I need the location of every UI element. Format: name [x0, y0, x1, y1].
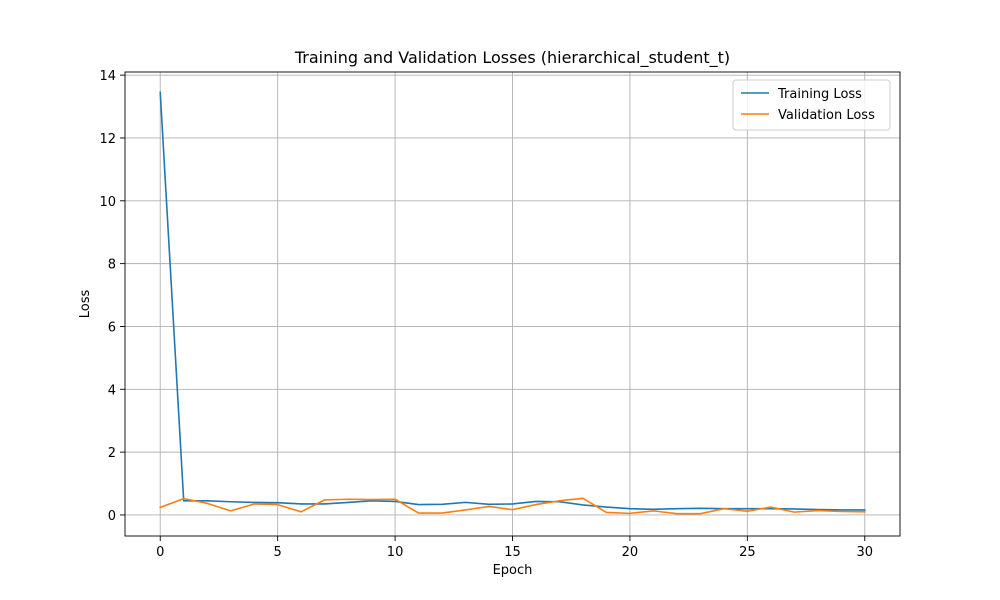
y-axis-ticks: 0 2 4 6 8 10 12 14: [99, 69, 125, 524]
x-axis-label: Epoch: [493, 563, 533, 578]
chart-title: Training and Validation Losses (hierarch…: [294, 48, 730, 68]
x-tick-label-25: 25: [739, 545, 756, 560]
legend-label-training-loss: Training Loss: [777, 87, 862, 102]
grid: [125, 72, 900, 536]
x-tick-label-0: 0: [156, 545, 164, 560]
series-validation-loss: [159, 497, 866, 515]
x-tick-label-5: 5: [274, 545, 282, 560]
legend-label-validation-loss: Validation Loss: [778, 108, 875, 123]
x-tick-label-10: 10: [387, 545, 404, 560]
legend-box: [732, 79, 891, 131]
y-tick-label-14: 14: [99, 69, 116, 84]
x-tick-label-20: 20: [622, 545, 639, 560]
y-tick-label-12: 12: [99, 132, 116, 147]
x-tick-label-30: 30: [856, 545, 873, 560]
x-axis-ticks: 0 5 10 15 20 25 30: [156, 536, 873, 560]
y-tick-label-6: 6: [108, 320, 116, 335]
y-tick-label-4: 4: [108, 383, 116, 398]
x-tick-label-15: 15: [504, 545, 521, 560]
legend: Training Loss Validation Loss: [732, 79, 891, 131]
series-layer: [159, 91, 866, 515]
y-tick-label-10: 10: [99, 195, 116, 210]
y-tick-label-8: 8: [108, 258, 116, 273]
y-tick-label-0: 0: [108, 509, 116, 524]
y-axis-label: Loss: [78, 290, 93, 319]
y-tick-label-2: 2: [108, 446, 116, 461]
